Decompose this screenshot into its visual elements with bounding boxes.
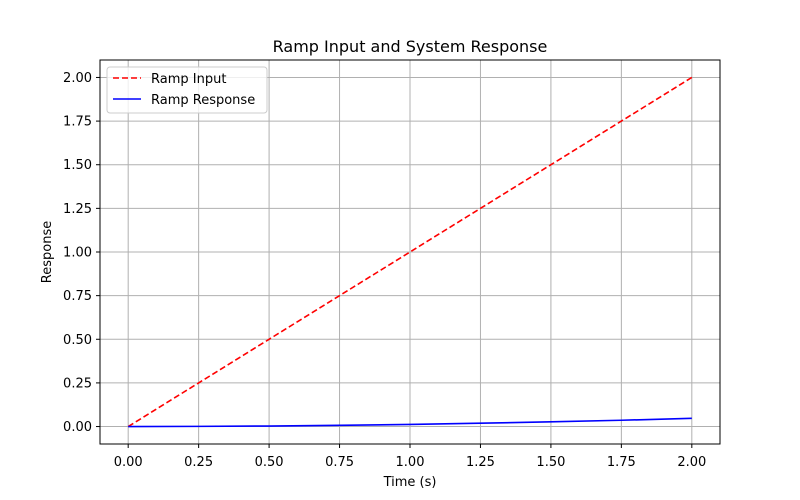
x-tick-label: 0.50 (255, 455, 284, 470)
x-tick-label: 1.75 (607, 455, 636, 470)
y-tick-label: 1.00 (63, 246, 92, 261)
x-axis-label: Time (s) (383, 475, 437, 490)
series-line-ramp-response (128, 417, 692, 428)
y-tick-label: 0.25 (63, 376, 92, 391)
chart-title: Ramp Input and System Response (273, 37, 548, 56)
x-tick-label: 1.50 (536, 455, 565, 470)
y-tick-label: 0.00 (63, 420, 92, 435)
y-tick-label: 2.00 (63, 71, 92, 86)
x-tick-label: 0.75 (325, 455, 354, 470)
ticks: 0.00 0.25 0.50 0.75 1.00 1.25 1.50 1.75 2.00 0.00… (63, 71, 706, 470)
x-tick-label: 1.25 (466, 455, 495, 470)
legend-label-ramp-input: Ramp Input (151, 72, 226, 87)
grid (100, 60, 720, 444)
series-layer (127, 76, 693, 428)
y-tick-label: 1.50 (63, 158, 92, 173)
y-tick-label: 1.75 (63, 115, 92, 130)
legend-box (106, 66, 268, 114)
x-tick-label: 1.00 (396, 455, 425, 470)
y-tick-label: 0.75 (63, 289, 92, 304)
x-tick-label: 2.00 (677, 455, 706, 470)
x-tick-label: 0.00 (114, 455, 143, 470)
legend: Ramp Input Ramp Response (106, 66, 268, 114)
series-line-ramp-input (127, 76, 693, 428)
y-tick-label: 1.25 (63, 202, 92, 217)
legend-label-ramp-response: Ramp Response (151, 93, 255, 108)
y-axis-label: Response (40, 221, 55, 283)
x-tick-label: 0.25 (184, 455, 213, 470)
y-tick-label: 0.50 (63, 333, 92, 348)
